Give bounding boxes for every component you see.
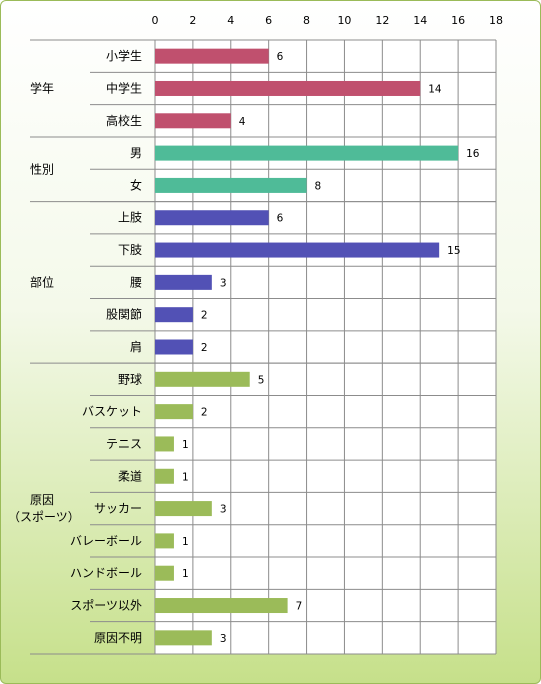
data-label: 1 (182, 471, 189, 483)
bar (155, 275, 212, 290)
category-label: 野球 (118, 372, 142, 386)
group-label: （スポーツ） (8, 510, 80, 524)
x-tick-label: 16 (451, 14, 465, 27)
category-label: 男 (130, 146, 142, 160)
bar (155, 340, 193, 355)
category-label: スポーツ以外 (70, 599, 142, 613)
bar (155, 436, 174, 451)
data-label: 2 (201, 342, 208, 354)
bar (155, 404, 193, 419)
category-label: 高校生 (106, 113, 142, 128)
category-label: テニス (106, 437, 142, 451)
group-label: 性別 (30, 162, 54, 176)
bar (155, 630, 212, 645)
bar (155, 469, 174, 484)
category-label: 原因不明 (94, 631, 142, 645)
category-label: 肩 (130, 339, 142, 354)
bar (155, 501, 212, 516)
bar (155, 372, 250, 387)
category-label: 小学生 (106, 48, 142, 63)
bar (155, 146, 458, 161)
category-label: 股関節 (106, 307, 142, 322)
data-label: 14 (428, 83, 442, 95)
group-label: 部位 (30, 274, 54, 289)
x-tick-label: 4 (227, 14, 234, 27)
x-tick-label: 2 (189, 14, 196, 27)
data-label: 2 (201, 310, 208, 322)
data-label: 2 (201, 407, 208, 419)
category-label: バレーボール (70, 534, 142, 548)
bar (155, 81, 420, 96)
category-label: バスケット (82, 405, 142, 419)
bar (155, 178, 307, 193)
bar (155, 307, 193, 322)
x-tick-label: 12 (375, 14, 389, 27)
data-label: 8 (315, 180, 322, 192)
data-label: 1 (182, 536, 189, 548)
bar (155, 243, 439, 258)
bar (155, 566, 174, 581)
x-tick-label: 0 (152, 14, 159, 27)
data-label: 16 (466, 148, 480, 160)
group-label: 原因 (30, 493, 54, 507)
data-label: 6 (277, 213, 284, 225)
data-label: 3 (220, 504, 227, 516)
bar (155, 210, 269, 225)
category-label: 腰 (130, 275, 142, 289)
bar (155, 598, 288, 613)
x-tick-label: 18 (489, 14, 503, 27)
data-label: 3 (220, 633, 227, 645)
bar (155, 533, 174, 548)
category-label: 中学生 (106, 80, 142, 95)
category-label: ハンドボール (70, 566, 142, 580)
x-tick-label: 10 (337, 14, 351, 27)
data-label: 6 (277, 51, 284, 63)
data-label: 1 (182, 568, 189, 580)
data-label: 15 (447, 245, 460, 257)
category-label: サッカー (94, 502, 142, 516)
data-label: 3 (220, 277, 227, 289)
group-label: 学年 (30, 80, 54, 95)
x-tick-label: 8 (303, 14, 310, 27)
x-tick-label: 14 (413, 14, 427, 27)
bar (155, 113, 231, 128)
data-label: 1 (182, 439, 189, 451)
data-label: 5 (258, 374, 265, 386)
category-label: 女 (130, 177, 142, 192)
category-label: 下肢 (118, 242, 142, 257)
bar (155, 49, 269, 64)
data-label: 4 (239, 116, 246, 128)
category-label: 上肢 (118, 210, 142, 225)
data-label: 7 (296, 601, 303, 613)
category-label: 柔道 (118, 469, 142, 483)
x-tick-label: 6 (265, 14, 272, 27)
